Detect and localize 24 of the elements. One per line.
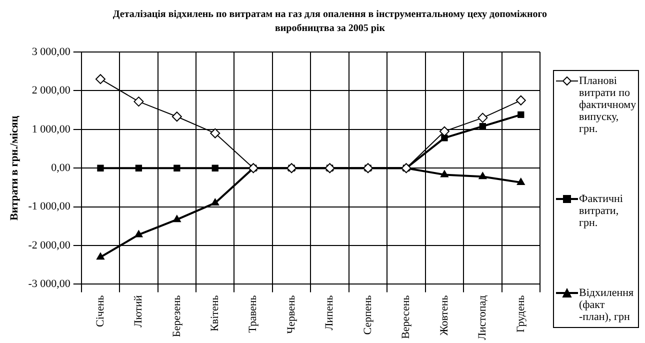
x-tick-label: Серпень [362, 295, 374, 335]
x-tick-label: Грудень [514, 295, 527, 332]
y-tick-label: -3 000,00 [28, 278, 71, 290]
y-tick-label: 3 000,00 [32, 46, 71, 58]
x-tick-label: Квітень [209, 295, 222, 332]
y-tick-label: 2 000,00 [32, 84, 71, 97]
y-tick-label: -2 000,00 [28, 239, 71, 252]
chart-title: Деталізація відхилень по витратам на газ для опалення в інструментальному цеху допоміжного виробництва за 2005 рік [112, 8, 548, 36]
x-tick-label: Січень [94, 295, 106, 327]
legend-label: Фактичні витрати, грн. [579, 193, 624, 229]
x-tick-label: Липень [324, 295, 336, 330]
x-tick-label: Вересень [400, 295, 412, 339]
legend-label: Відхилення (факт -план), грн [579, 287, 635, 323]
x-tick-label: Травень [247, 295, 260, 333]
y-tick-label: 1 000,00 [32, 123, 71, 136]
x-tick-label: Жовтень [438, 295, 450, 336]
y-tick-label: 0,00 [51, 162, 71, 174]
legend-label: Планові витрати по фактичному випуску, грн. [579, 75, 636, 135]
x-tick-label: Листопад [476, 294, 489, 340]
x-tick-label: Березень [170, 295, 183, 338]
x-tick-label: Червень [285, 295, 298, 334]
y-tick-label: -1 000,00 [28, 200, 71, 213]
x-tick-label: Лютий [132, 295, 145, 328]
y-axis-title: Витрати в грн./місяц [8, 115, 20, 220]
